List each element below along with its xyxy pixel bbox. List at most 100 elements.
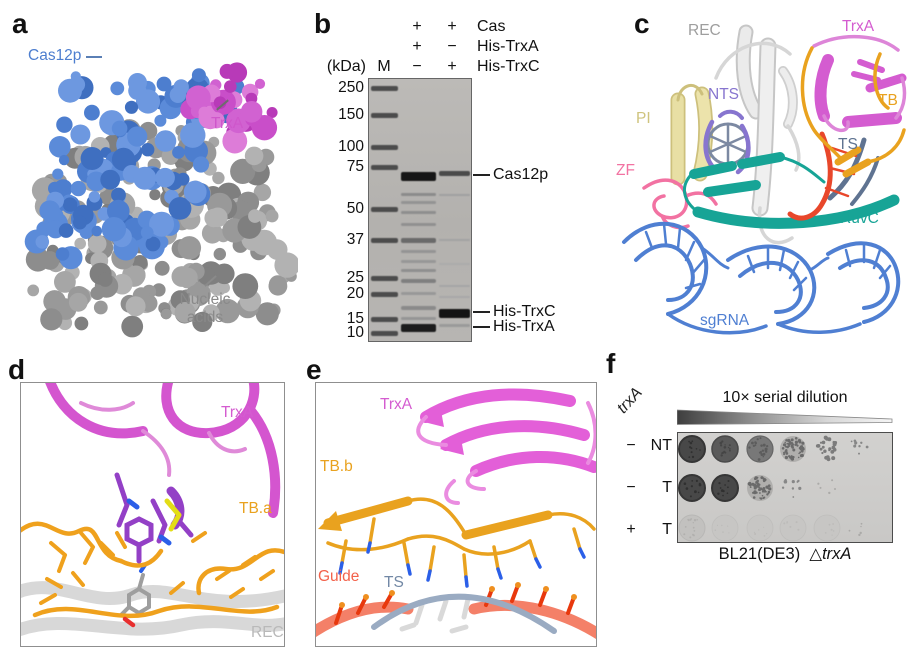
structure-cartoon-overview [622,24,907,335]
colony-spots [678,435,869,542]
gel-band-lane2 [439,309,470,318]
spot-NT-3 [746,435,774,463]
annotation-ruvc: RuvC [840,210,879,227]
annotation-ts: TS [384,574,404,591]
panel-c-letter: c [634,8,650,39]
histrxc-band-tick [473,311,490,313]
histrxc-condition-label: His-TrxC [477,58,540,75]
spot-NT-5 [815,435,838,462]
panel-a-letter: a [12,8,28,39]
heteroatom-tips [122,498,172,628]
trxa-tb-rec-interface-cartoon [21,383,284,637]
sgrna-ribbons [622,221,901,335]
spot-T-5 [817,479,836,495]
ruvc-domain-ribbons [682,152,900,229]
ladder-band [371,331,398,336]
ladder-value: 250 [338,78,364,96]
gel-band-lane2 [439,263,470,265]
gel-band-lane2 [439,285,470,287]
density-blob [121,284,213,338]
strain-caption: BL21(DE3) △trxA [660,545,910,563]
rec-ribbons-gray [21,563,284,637]
ladder-value: 25 [346,268,364,286]
gel-band-lane1 [401,292,436,295]
spot-T-2 [711,514,739,542]
row-trxa-sign: − [626,479,636,496]
gel-band-lane1 [401,250,436,253]
ladder-value: 37 [346,230,364,248]
trxa-ribbons-magenta [45,383,281,518]
sds-page-gel [368,78,472,342]
spot-T-4 [779,514,807,542]
annotation-rec: REC [688,22,721,39]
row-target-label: T [662,521,672,538]
cas12p-label: Cas12p [28,47,82,64]
histrxa-band-tick [473,326,490,328]
ladder-value: 10 [346,323,364,341]
spot-T-6 [848,522,863,537]
gel-band-lane1 [401,306,436,310]
ladder-band [371,292,398,297]
lane2-histrxa-sign: − [447,38,457,55]
tb-b-strands-orange [318,496,596,579]
ladder-band [371,86,398,91]
tb-a-loops-orange [21,521,284,619]
gel-band-lane2 [439,194,470,196]
ladder-band [371,207,398,212]
spot-NT-1 [678,435,706,463]
annotation-ts: TS [838,136,858,153]
gel-band-lane1 [401,317,436,320]
spot-T-1 [678,514,706,542]
lane2-histrxc-sign: + [447,58,457,75]
ladder-band [371,317,398,322]
panel-d-letter: d [8,354,26,385]
lane2-cas-sign: + [447,18,457,35]
ladder-band [371,238,398,243]
spot-T-1 [678,474,706,502]
density-blob [180,62,278,154]
spot-NT-2 [711,435,739,463]
rec-domain-ribbons [714,24,801,245]
catalytic-sticks-purple [114,472,194,564]
ladder-value: 15 [346,309,364,327]
density-blob [24,191,87,270]
spot-T-5 [813,514,841,542]
pi-domain-ribbons [670,84,714,186]
gel-band-lane2 [439,324,470,327]
dna-duplex-bottom [316,582,596,640]
panel-e-letter: e [306,354,322,385]
panel-d-closeup-box [20,382,285,647]
annotation-sgrna: sgRNA [700,312,750,329]
annotation-tb-a: TB.a [239,500,272,517]
spot-T-3 [747,475,773,501]
gel-band-lane1 [401,279,436,283]
nucleic-acids-label-line1: Nucleic [179,291,231,308]
lane1-cas-sign: + [412,18,422,35]
annotation-tb-b: TB.b [320,458,353,475]
row-trxa-sign: + [626,521,636,538]
ladder-value: 75 [346,157,364,175]
gel-band-lane1 [401,324,436,332]
annotation-trxa: TrxA [842,18,875,35]
disulfide-sticks-yellow [164,498,182,532]
row-target-label: T [662,479,672,496]
cryoem-density-map [24,62,298,338]
gel-band-lane1 [401,201,436,204]
annotation-trxa: TrxA [221,404,254,421]
panel-b-letter: b [314,8,332,39]
marker-lane-label: M [377,58,391,75]
gel-band-lane2 [439,171,470,176]
annotation-nts: NTS [708,86,739,103]
gel-band-lane2 [439,239,470,241]
ladder-value: 20 [346,284,364,302]
annotation-zf: ZF [616,162,635,179]
gel-band-lane1 [401,211,436,214]
histrxc-band-label: His-TrxC [493,303,556,320]
dilution-gradient-wedge [677,409,893,425]
zf-domain-loops [642,178,718,230]
trxa-label-a: TrxA [211,115,244,132]
panel-f-letter: f [606,348,616,379]
cas12p-band-tick [473,174,490,176]
cas-condition-label: Cas [477,18,506,35]
delta-symbol: △ [809,545,823,563]
